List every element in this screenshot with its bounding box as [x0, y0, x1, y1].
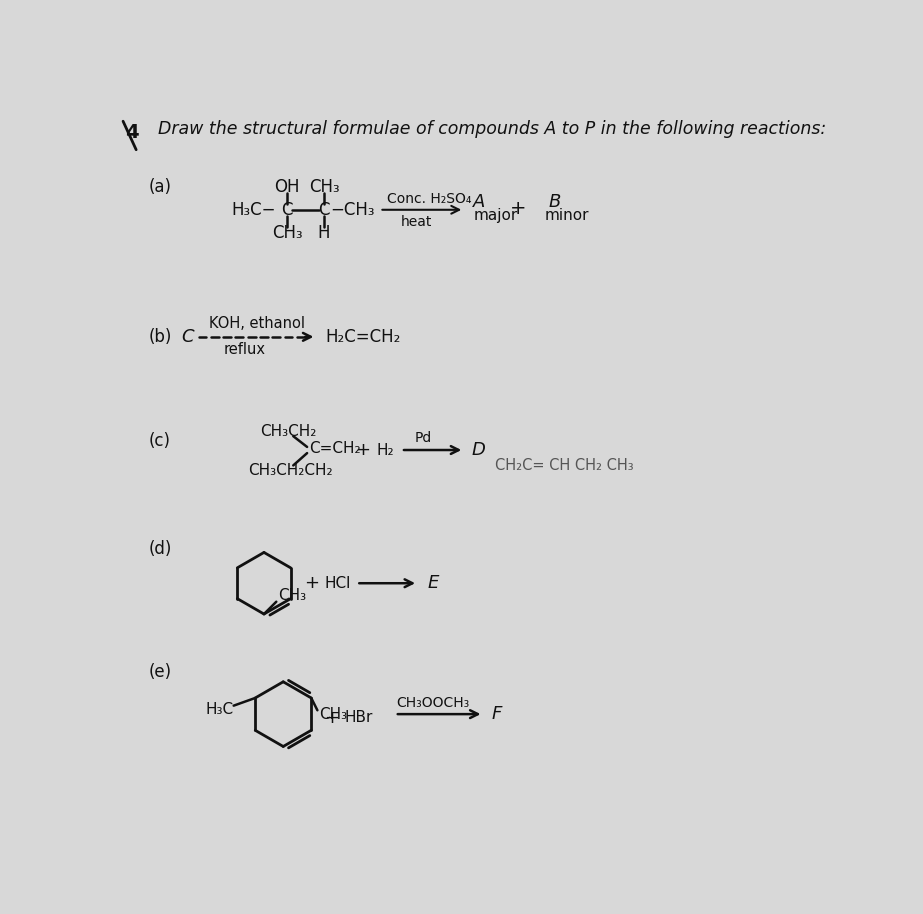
Text: F: F — [491, 705, 501, 723]
Text: HCl: HCl — [324, 576, 351, 590]
Text: KOH, ethanol: KOH, ethanol — [209, 316, 305, 331]
Text: CH₃CH₂: CH₃CH₂ — [260, 424, 317, 439]
Text: H₂C=CH₂: H₂C=CH₂ — [326, 328, 401, 345]
Text: (b): (b) — [149, 328, 172, 345]
Text: −CH₃: −CH₃ — [330, 201, 375, 218]
Text: HBr: HBr — [345, 710, 373, 726]
Text: minor: minor — [545, 208, 590, 223]
Text: (d): (d) — [149, 539, 172, 558]
Text: (c): (c) — [149, 431, 171, 450]
Text: (a): (a) — [149, 177, 172, 196]
Text: heat: heat — [401, 215, 432, 229]
Text: major: major — [473, 208, 518, 223]
Text: 4: 4 — [126, 123, 139, 143]
Text: E: E — [427, 574, 438, 592]
Text: CH₃: CH₃ — [278, 588, 306, 603]
Text: +: + — [324, 709, 340, 727]
Text: CH₃: CH₃ — [308, 177, 340, 196]
Text: B: B — [549, 193, 561, 211]
Text: CH₃OOCH₃: CH₃OOCH₃ — [396, 696, 470, 709]
Text: H₃C−: H₃C− — [232, 201, 276, 218]
Text: C=CH₂: C=CH₂ — [308, 441, 360, 456]
Text: CH₃: CH₃ — [319, 707, 347, 722]
Text: Pd: Pd — [414, 431, 431, 445]
Text: D: D — [472, 441, 485, 459]
Text: H₃C: H₃C — [205, 702, 234, 717]
Text: reflux: reflux — [224, 343, 266, 357]
Text: H₂: H₂ — [377, 442, 394, 458]
Text: CH₃CH₂CH₂: CH₃CH₂CH₂ — [248, 462, 333, 477]
Text: (e): (e) — [149, 663, 172, 681]
Text: +: + — [355, 441, 370, 459]
Text: H: H — [318, 224, 330, 242]
Text: CH₂C= CH CH₂ CH₃: CH₂C= CH CH₂ CH₃ — [495, 458, 633, 473]
Text: C: C — [282, 201, 293, 218]
Text: +: + — [305, 574, 319, 592]
Text: CH₃: CH₃ — [271, 224, 303, 242]
Text: C: C — [181, 328, 194, 345]
Text: OH: OH — [274, 177, 300, 196]
Text: C: C — [318, 201, 330, 218]
Text: A: A — [473, 193, 485, 211]
Text: Conc. H₂SO₄: Conc. H₂SO₄ — [387, 192, 472, 206]
Text: Draw the structural formulae of compounds A to P in the following reactions:: Draw the structural formulae of compound… — [158, 120, 826, 138]
Text: +: + — [509, 198, 526, 218]
